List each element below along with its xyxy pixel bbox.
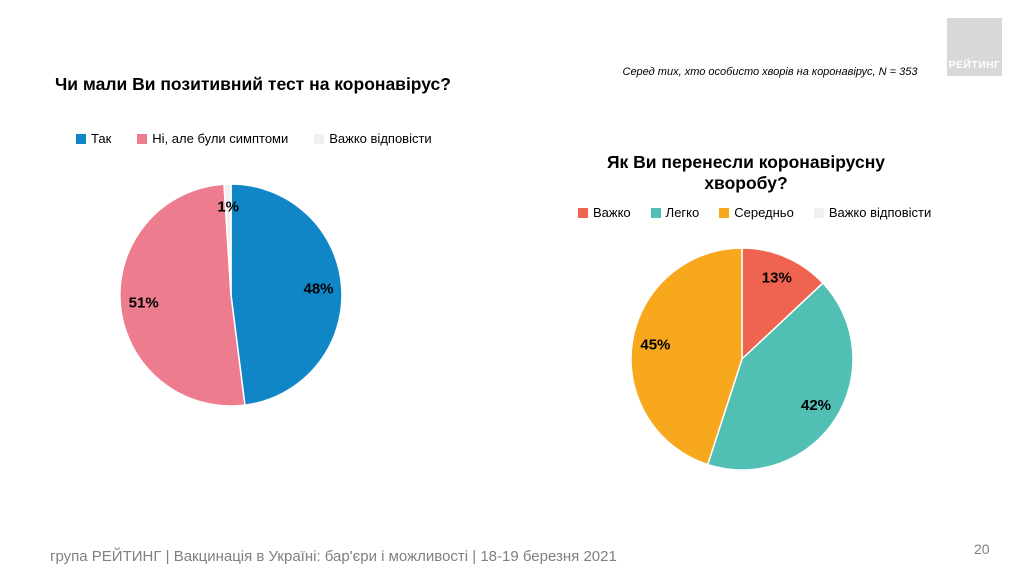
sample-note: Серед тих, хто особисто хворів на корона… bbox=[622, 66, 918, 78]
legend-label: Важко відповісти bbox=[329, 131, 432, 146]
legend-item: Важко bbox=[578, 205, 631, 220]
legend-item: Середньо bbox=[719, 205, 794, 220]
left-pie-chart: 48% 51% 1% bbox=[119, 183, 343, 407]
pie-svg: 13% 42% 45% bbox=[630, 247, 854, 471]
legend-swatch-icon bbox=[76, 133, 86, 144]
pie-slice-1 bbox=[230, 183, 343, 406]
legend-label: Легко bbox=[665, 205, 700, 220]
page-number: 20 bbox=[974, 541, 990, 557]
rating-logo-text: РЕЙТИНГ bbox=[948, 59, 1001, 71]
legend-swatch-icon bbox=[137, 133, 148, 144]
pie-slice-1 bbox=[741, 247, 824, 360]
left-chart-title: Чи мали Ви позитивний тест на коронавіру… bbox=[55, 74, 451, 94]
rating-logo: РЕЙТИНГ bbox=[947, 18, 1002, 76]
legend-label: Так bbox=[91, 131, 112, 146]
legend-item: Важко відповісти bbox=[314, 131, 432, 146]
pie-slice-2 bbox=[119, 183, 246, 407]
pie-slice-3 bbox=[223, 183, 232, 296]
legend-item: Важко відповісти bbox=[813, 205, 932, 220]
pie-data-label: 51% bbox=[129, 294, 159, 311]
legend-label: Середньо bbox=[734, 205, 794, 220]
slide-footer: група РЕЙТИНГ | Вакцинація в Україні: ба… bbox=[50, 548, 617, 565]
pie-slice-3 bbox=[630, 247, 743, 466]
legend-item: Легко bbox=[650, 205, 700, 220]
pie-data-label: 45% bbox=[640, 336, 670, 353]
pie-data-label: 1% bbox=[217, 198, 239, 215]
pie-slice-2 bbox=[706, 282, 854, 471]
legend-item: Так bbox=[76, 131, 111, 146]
legend-swatch-icon bbox=[813, 207, 824, 218]
right-chart-legend: Важко Легко Середньо Важко відповісти bbox=[578, 205, 931, 220]
legend-swatch-icon bbox=[578, 207, 588, 218]
left-chart-legend: Так Ні, але були симптоми Важко відповісти bbox=[76, 131, 432, 146]
pie-svg: 48% 51% 1% bbox=[119, 183, 343, 407]
legend-label: Важко відповісти bbox=[828, 205, 932, 220]
legend-label: Ні, але були симптоми bbox=[152, 131, 289, 146]
right-pie-chart: 13% 42% 45% bbox=[630, 247, 854, 471]
pie-data-label: 42% bbox=[801, 397, 831, 414]
pie-data-label: 48% bbox=[303, 280, 333, 297]
legend-swatch-icon bbox=[650, 207, 661, 218]
legend-item: Ні, але були симптоми bbox=[137, 131, 288, 146]
legend-swatch-icon bbox=[314, 133, 325, 144]
pie-data-label: 13% bbox=[762, 269, 792, 286]
legend-label: Важко bbox=[593, 205, 631, 220]
right-chart-title: Як Ви перенесли коронавірусну хворобу? bbox=[606, 152, 886, 193]
legend-swatch-icon bbox=[719, 207, 730, 218]
